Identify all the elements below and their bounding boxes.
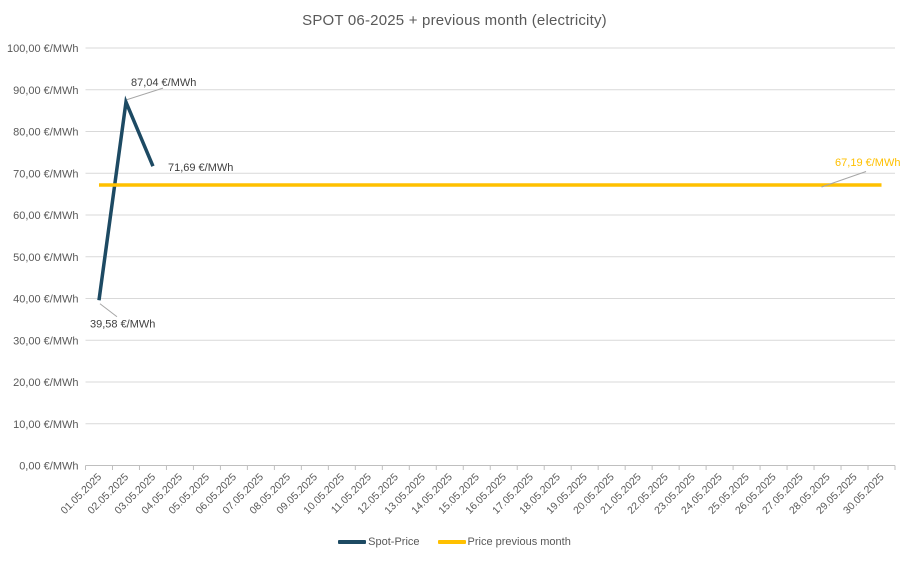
legend-label-price-previous-month: Price previous month — [467, 536, 571, 548]
legend-swatch-spot-price — [338, 540, 367, 544]
data-label: 39,58 €/MWh — [90, 318, 155, 330]
y-axis-label: 100,00 €/MWh — [7, 43, 79, 55]
y-axis-label: 40,00 €/MWh — [13, 294, 78, 306]
data-label-leader — [126, 87, 164, 101]
data-label-leader — [99, 303, 118, 318]
data-label: 87,04 €/MWh — [131, 77, 196, 89]
y-axis-label: 90,00 €/MWh — [13, 85, 78, 97]
y-axis-label: 10,00 €/MWh — [13, 419, 78, 431]
legend-label-spot-price: Spot-Price — [368, 536, 420, 548]
data-label: 71,69 €/MWh — [168, 162, 233, 174]
legend-item-spot-price: Spot-Price — [338, 536, 420, 548]
y-axis-label: 60,00 €/MWh — [13, 210, 78, 222]
y-axis-label: 0,00 €/MWh — [19, 461, 78, 473]
y-axis-label: 20,00 €/MWh — [13, 377, 78, 389]
y-axis-label: 50,00 €/MWh — [13, 252, 78, 264]
chart-title: SPOT 06-2025 + previous month (electrici… — [302, 12, 607, 29]
y-axis-label: 80,00 €/MWh — [13, 127, 78, 139]
chart-legend: Spot-Price Price previous month — [0, 536, 909, 548]
legend-item-price-previous-month: Price previous month — [437, 536, 571, 548]
y-axis-label: 30,00 €/MWh — [13, 335, 78, 347]
y-axis-label: 70,00 €/MWh — [13, 168, 78, 180]
series-line-spot-price — [97, 95, 155, 301]
data-label: 67,19 €/MWh — [835, 157, 900, 169]
legend-swatch-price-previous-month — [437, 540, 466, 544]
data-label-leader — [821, 171, 867, 188]
